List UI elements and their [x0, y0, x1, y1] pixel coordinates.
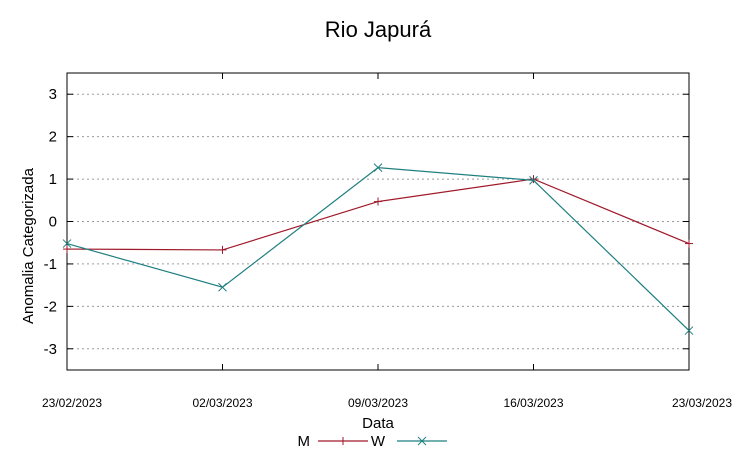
data-point [685, 239, 693, 248]
data-point [62, 239, 72, 248]
legend-label-W: W [371, 433, 386, 450]
y-axis-ticks: 3 2 1 0 -1 -2 -3 [44, 86, 689, 358]
data-point [684, 326, 694, 335]
data-point [529, 175, 538, 185]
x-tick-label: 23/03/2023 [672, 396, 732, 410]
y-tick-label: 1 [49, 171, 57, 188]
y-tick-label: -1 [44, 256, 57, 273]
marker-stroke [62, 239, 72, 248]
marker-stroke [373, 163, 383, 172]
data-point [218, 245, 227, 254]
x-tick-label: 02/03/2023 [192, 396, 252, 410]
data-point [373, 163, 383, 172]
y-axis-label: Anomalia Categorizada [20, 167, 37, 324]
y-tick-label: 3 [49, 86, 57, 103]
data-point [374, 197, 382, 206]
x-tick-label: 09/03/2023 [348, 396, 408, 410]
data-point [529, 175, 538, 184]
x-tick-label: 16/03/2023 [503, 396, 563, 410]
marker-stroke [684, 326, 694, 335]
x-axis-ticks: 23/02/2023 02/03/2023 09/03/2023 16/03/2023… [42, 73, 732, 410]
series-lines [62, 163, 694, 335]
x-tick-label: 23/02/2023 [42, 396, 102, 410]
y-tick-label: -2 [44, 298, 57, 315]
marker-stroke [529, 175, 538, 185]
series-line-M [66, 178, 690, 251]
chart-title: Rio Japurá [325, 17, 432, 42]
data-point [417, 436, 427, 446]
y-tick-label: 2 [49, 129, 57, 146]
data-point [339, 437, 347, 445]
grid-lines [67, 93, 689, 350]
marker-stroke [417, 436, 427, 446]
legend-label-M: M [298, 433, 311, 450]
y-tick-label: 0 [49, 214, 57, 231]
data-point [63, 245, 71, 254]
data-point [218, 282, 227, 292]
y-tick-label: -3 [44, 341, 57, 358]
x-axis-label: Data [362, 415, 394, 432]
marker-stroke [218, 282, 227, 292]
